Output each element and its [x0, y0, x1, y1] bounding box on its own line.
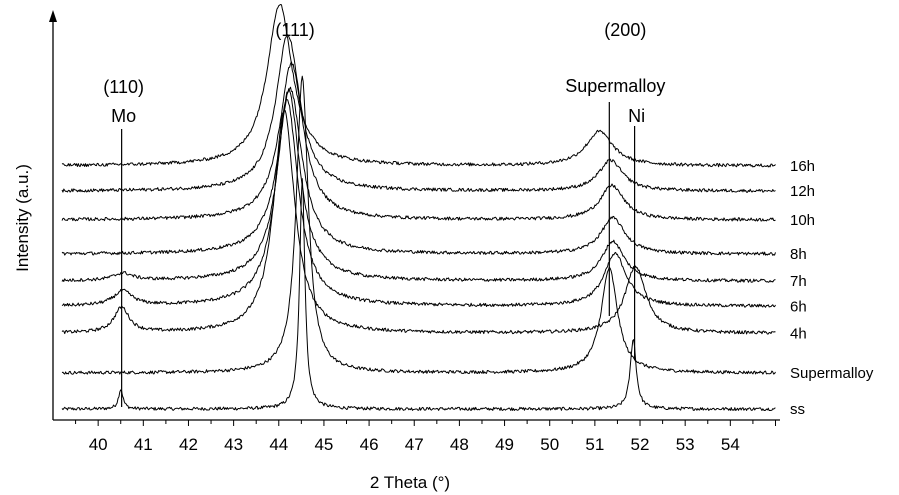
x-axis-title: 2 Theta (°) — [370, 473, 450, 492]
x-tick-label: 46 — [360, 435, 379, 454]
series-label: 8h — [790, 246, 807, 263]
series-line-6h — [61, 99, 776, 308]
hkl-label-111: (111) — [275, 20, 314, 40]
series-label: 6h — [790, 298, 807, 315]
y-axis-arrowhead — [49, 10, 57, 22]
series-labels: ss Supermalloy 4h 6h 7h 8h 10h 12h 16h — [790, 158, 874, 418]
x-tick-label: 42 — [179, 435, 198, 454]
x-tick-label: 49 — [495, 435, 514, 454]
y-axis-title: Intensity (a.u.) — [13, 164, 32, 272]
x-tick-label: 53 — [676, 435, 695, 454]
x-tick-label: 41 — [134, 435, 153, 454]
axes — [49, 10, 780, 421]
series-line-supermalloy — [61, 75, 776, 375]
x-tick-label: 43 — [224, 435, 243, 454]
x-tick-label: 50 — [540, 435, 559, 454]
x-tick-label: 48 — [450, 435, 469, 454]
x-tick-label: 40 — [89, 435, 108, 454]
x-tick-label: 54 — [721, 435, 740, 454]
phase-label-mo: Mo — [111, 106, 136, 126]
series-label: 16h — [790, 158, 815, 175]
phase-label-supermalloy: Supermalloy — [565, 76, 665, 96]
series-label: ss — [790, 401, 805, 418]
reference-lines — [121, 102, 636, 407]
series-line-12h — [61, 34, 776, 193]
x-tick-labels: 40 41 42 43 44 45 46 47 48 49 50 51 52 53 54 — [89, 435, 740, 454]
series-label: Supermalloy — [790, 365, 874, 382]
series-line-ss — [61, 178, 776, 412]
x-tick-label: 45 — [314, 435, 333, 454]
hkl-label-200: (200) — [604, 20, 646, 40]
phase-label-ni: Ni — [628, 106, 645, 126]
series-line-8h — [61, 86, 776, 256]
series-label: 4h — [790, 325, 807, 342]
x-tick-label: 44 — [269, 435, 288, 454]
series-line-10h — [61, 61, 776, 222]
series-curves — [61, 4, 776, 412]
x-tick-label: 47 — [405, 435, 424, 454]
hkl-label-110: (110) — [103, 77, 144, 97]
series-label: 12h — [790, 183, 815, 200]
x-tick-label: 51 — [585, 435, 604, 454]
x-ticks — [75, 420, 776, 426]
series-label: 7h — [790, 273, 807, 290]
x-tick-label: 52 — [631, 435, 650, 454]
series-line-4h — [61, 109, 776, 335]
series-line-7h — [61, 88, 776, 283]
series-line-16h — [61, 4, 776, 168]
peak-annotations: (110) Mo (111) (200) Supermalloy Ni — [103, 20, 665, 126]
series-label: 10h — [790, 212, 815, 229]
